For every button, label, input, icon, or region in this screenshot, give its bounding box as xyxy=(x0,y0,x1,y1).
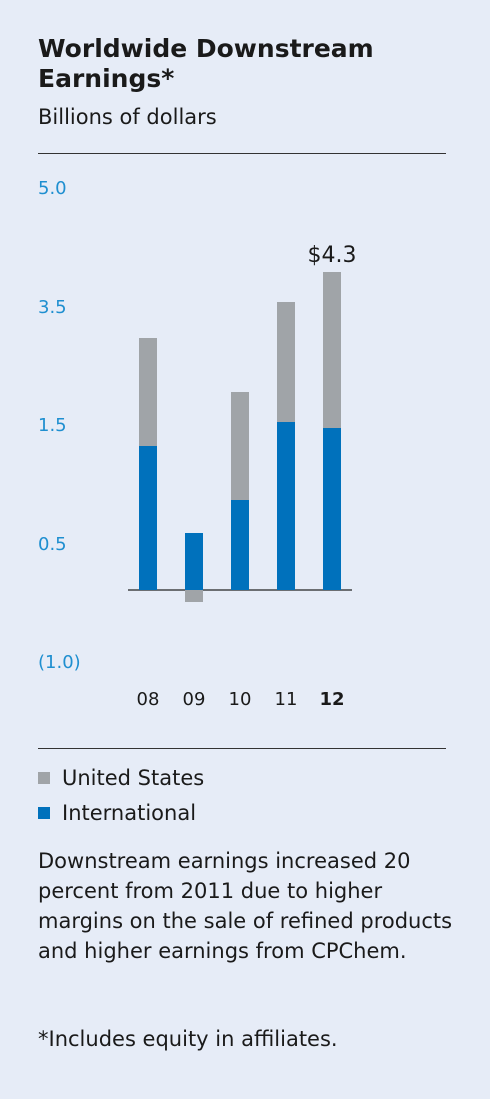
bar-international-12 xyxy=(323,428,341,590)
total-label: $4.3 xyxy=(308,243,357,268)
legend-swatch-united-states xyxy=(38,772,50,784)
chart-title: Worldwide Downstream Earnings* xyxy=(38,34,374,93)
chart-subtitle: Billions of dollars xyxy=(38,105,217,129)
bar-united-states-10 xyxy=(231,392,249,500)
legend-label-international: International xyxy=(62,801,197,825)
bar-international-08 xyxy=(139,446,157,590)
bottom-divider xyxy=(38,748,446,749)
bar-chart: 5.0 3.5 1.5 0.5 (1.0) 08 09 10 11 12 $4.3 xyxy=(38,178,357,710)
legend-item-international: International xyxy=(38,800,196,826)
bar-international-10 xyxy=(231,500,249,590)
x-tick-label-08: 08 xyxy=(137,689,160,710)
bar-international-09 xyxy=(185,533,203,590)
y-tick-label: 5.0 xyxy=(38,178,67,199)
x-tick-label-11: 11 xyxy=(275,689,298,710)
bar-united-states-08 xyxy=(139,338,157,446)
y-tick-label: (1.0) xyxy=(38,652,81,673)
legend-label-united-states: United States xyxy=(62,766,205,790)
bar-united-states-11 xyxy=(277,302,295,422)
x-tick-label-09: 09 xyxy=(183,689,206,710)
y-tick-label: 1.5 xyxy=(38,415,67,436)
y-tick-label: 3.5 xyxy=(38,297,67,318)
x-tick-label-10: 10 xyxy=(229,689,252,710)
y-tick-label: 0.5 xyxy=(38,534,67,555)
bar-international-11 xyxy=(277,422,295,590)
legend-swatch-international xyxy=(38,807,50,819)
legend-item-united-states: United States xyxy=(38,765,204,791)
x-tick-label-12: 12 xyxy=(319,689,344,710)
chart-description: Downstream earnings increased 20 percent… xyxy=(38,849,453,963)
bar-united-states-12 xyxy=(323,272,341,428)
top-divider xyxy=(38,153,446,154)
bar-united-states-09 xyxy=(185,590,203,602)
footnote: *Includes equity in affiliates. xyxy=(38,1027,338,1051)
